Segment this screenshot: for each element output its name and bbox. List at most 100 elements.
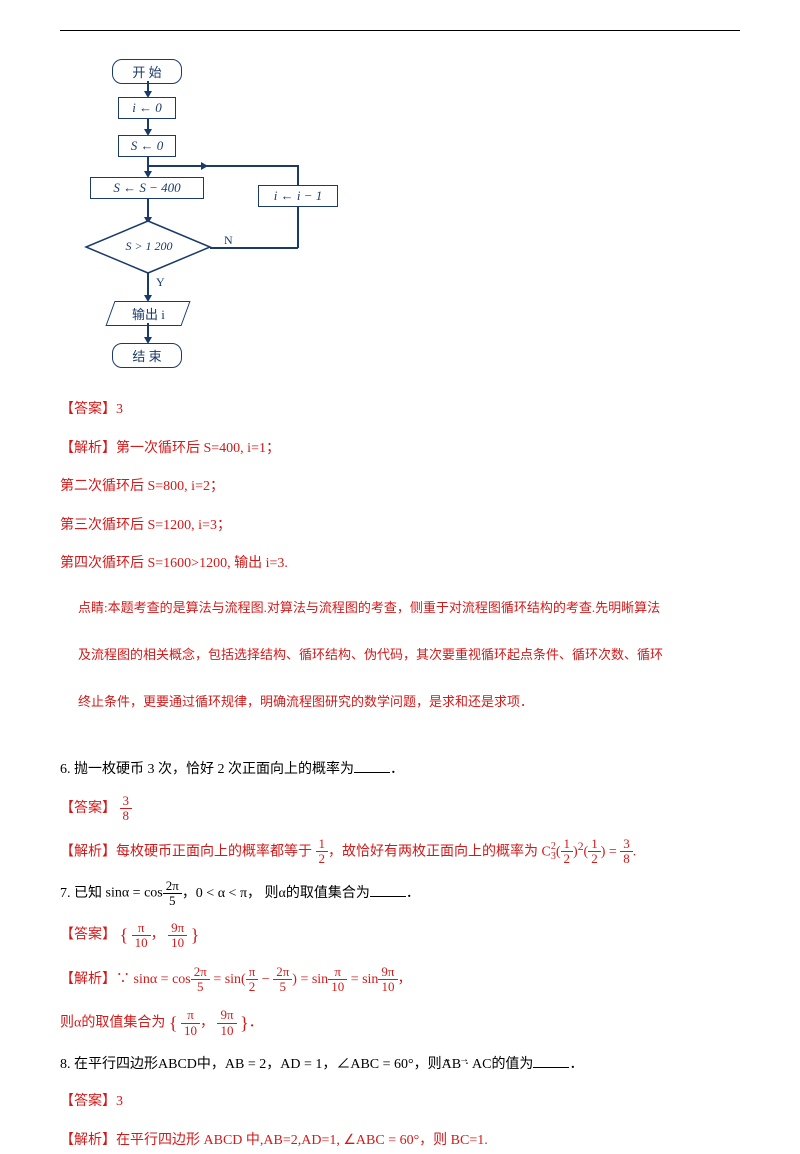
q7-a: 7. 已知	[60, 886, 102, 901]
frac-n: 2π	[191, 965, 210, 980]
pow: 2	[578, 840, 584, 853]
frac-d: 10	[217, 1024, 236, 1038]
frac: 2π5	[163, 879, 182, 909]
sub: 3	[551, 852, 556, 862]
solution-6: 【解析】每枚硬币正面向上的概率都等于 12，故恰好有两枚正面向上的概率为 C23…	[60, 836, 740, 867]
answer-label: 【答案】	[60, 1094, 116, 1109]
answer-6: 【答案】 38	[60, 794, 740, 824]
top-rule	[60, 30, 740, 31]
frac-n: 3	[120, 794, 133, 809]
brace: {	[169, 1013, 178, 1033]
s1: sinα = cos	[134, 972, 191, 987]
frac-d: 8	[620, 852, 633, 866]
solution-5-line4: 第四次循环后 S=1600>1200, 输出 i=3.	[60, 551, 740, 578]
frac: 38	[620, 837, 633, 867]
answer-label: 【答案】	[60, 928, 116, 943]
solution-7b: 则α的取值集合为 { π10， 9π10 }．	[60, 1006, 740, 1040]
fc-line	[147, 199, 149, 219]
minus: −	[258, 972, 273, 987]
frac-n: 1	[561, 837, 574, 852]
combin-C: C	[542, 844, 551, 859]
answer-label: 【答案】	[60, 402, 116, 417]
vec-ab-ac: → →AB · AC	[442, 1057, 492, 1072]
answer-label: 【答案】	[60, 801, 116, 816]
frac-d: 5	[191, 980, 210, 994]
question-7: 7. 已知 sinα = cos2π5，0 < α < π， 则α的取值集合为．	[60, 879, 740, 909]
frac-d: 10	[168, 936, 187, 950]
fc-line	[297, 207, 299, 248]
frac: 2π5	[273, 965, 292, 995]
answer-value: 3	[116, 402, 123, 417]
frac: π10	[132, 921, 151, 951]
frac-d: 5	[163, 894, 182, 908]
sol8-text: 在平行四边形 ABCD 中,AB=2,AD=1, ∠ABC = 60°，则 BC…	[116, 1133, 488, 1148]
frac-d: 10	[328, 980, 347, 994]
sol7-b-pre: 则α的取值集合为	[60, 1015, 165, 1030]
sol6-b: ，故恰好有两枚正面向上的概率为	[328, 844, 538, 859]
fc-output-text: 输出 i	[132, 304, 165, 323]
frac-d: 5	[273, 980, 292, 994]
fc-init-i: i ← 0	[118, 97, 176, 119]
frac-n: 2π	[163, 879, 182, 894]
q8-b: 的值为	[491, 1057, 533, 1072]
answer-frac: 38	[120, 794, 133, 824]
solution-label: 【解析】	[60, 441, 116, 456]
answer-7: 【答案】 { π10， 9π10 }	[60, 918, 740, 952]
frac: π2	[246, 965, 259, 995]
fc-n-label: N	[224, 233, 233, 248]
fc-y-label: Y	[156, 275, 165, 290]
blank	[354, 758, 390, 773]
solution-7a: 【解析】∵ sinα = cos2π5 = sin(π2 − 2π5) = si…	[60, 965, 740, 995]
frac-n: 2π	[273, 965, 292, 980]
frac-d: 2	[561, 852, 574, 866]
question-8: 8. 在平行四边形ABCD中，AB = 2，AD = 1，∠ABC = 60°，…	[60, 1052, 740, 1079]
q7-b: 则α的取值集合为	[265, 886, 370, 901]
answer-5: 【答案】3	[60, 397, 740, 424]
blank	[370, 882, 406, 897]
frac: 2π5	[191, 965, 210, 995]
brace: }	[191, 925, 200, 945]
frac-n: π	[181, 1008, 200, 1023]
frac: 9π10	[168, 921, 187, 951]
fc-update-i: i ← i − 1	[258, 185, 338, 207]
frac: 12	[588, 837, 601, 867]
frac: 9π10	[217, 1008, 236, 1038]
answer-8: 【答案】3	[60, 1089, 740, 1116]
page: 开 始 i ← 0 S ← 0 S ← S − 400 S > 1 200 N …	[0, 0, 800, 1132]
frac-n: 9π	[168, 921, 187, 936]
frac: 9π10	[378, 965, 397, 995]
frac: π10	[181, 1008, 200, 1038]
fc-end-text: 结 束	[132, 349, 161, 364]
frac: π10	[328, 965, 347, 995]
fc-decision-text: S > 1 200	[125, 239, 172, 253]
solution-5-line2: 第二次循环后 S=800, i=2；	[60, 474, 740, 501]
sol6-a: 每枚硬币正面向上的概率都等于	[116, 844, 312, 859]
remark-5-b: 及流程图的相关概念，包括选择结构、循环结构、伪代码，其次要重视循环起点条件、循环…	[60, 638, 740, 672]
brace: {	[120, 925, 129, 945]
fc-line	[147, 165, 298, 167]
remark-5-a: 点睛:本题考查的是算法与流程图.对算法与流程图的考查，侧重于对流程图循环结构的考…	[60, 591, 740, 625]
eq: =	[605, 844, 620, 859]
frac-d: 10	[132, 936, 151, 950]
fc-line	[210, 247, 298, 249]
solution-label: 【解析】∵	[60, 972, 130, 987]
fc-line	[147, 273, 149, 297]
fc-decision: S > 1 200	[104, 239, 194, 254]
comma: ，	[398, 972, 412, 987]
fc-start-text: 开 始	[132, 65, 161, 80]
frac-n: π	[132, 921, 151, 936]
solution-label: 【解析】	[60, 844, 116, 859]
s2: = sin(	[210, 972, 246, 987]
frac-d: 2	[316, 852, 329, 866]
fc-end: 结 束	[112, 343, 182, 368]
remark-5-c: 终止条件，更要通过循环规律，明确流程图研究的数学问题，是求和还是求项．	[60, 685, 740, 719]
solution-5-line1: 【解析】第一次循环后 S=400, i=1；	[60, 436, 740, 463]
fc-init-s: S ← 0	[118, 135, 176, 157]
frac-d: 8	[120, 809, 133, 823]
frac-d: 2	[588, 852, 601, 866]
frac-d: 10	[181, 1024, 200, 1038]
flowchart: 开 始 i ← 0 S ← 0 S ← S − 400 S > 1 200 N …	[74, 59, 354, 389]
frac-n: 9π	[378, 965, 397, 980]
combin-sup-sub: 23	[551, 842, 556, 862]
period: .	[633, 844, 637, 859]
